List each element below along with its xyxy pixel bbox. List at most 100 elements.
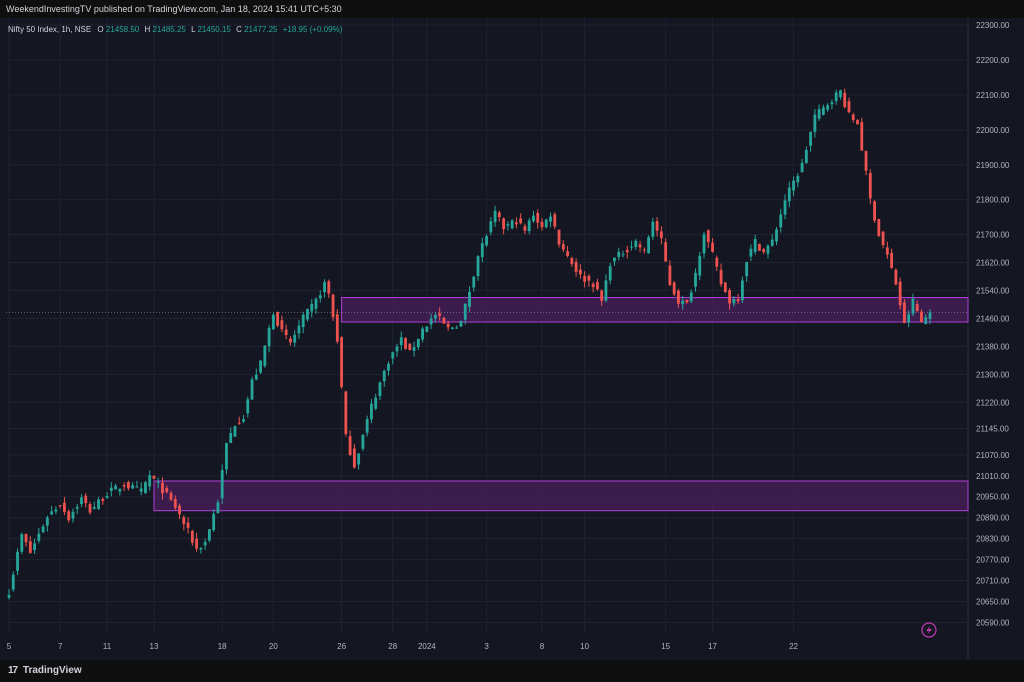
candle-body (659, 231, 663, 239)
candle-body (920, 311, 923, 322)
candle-body (647, 236, 650, 254)
candle-body (706, 230, 710, 243)
candle-body (694, 272, 697, 287)
candle-body (817, 109, 821, 119)
legend-open-label: O (97, 25, 103, 34)
candle-body (323, 281, 326, 293)
candle-body (254, 374, 258, 380)
candle-body (830, 102, 834, 105)
candle-body (873, 201, 876, 221)
candle-body (58, 505, 62, 507)
candle-body (242, 419, 245, 422)
chart-header: WeekendInvestingTV published on TradingV… (0, 0, 1024, 18)
candle-body (11, 574, 15, 590)
candle-body (109, 487, 113, 491)
x-tick-label: 3 (484, 642, 489, 651)
x-tick-label: 5 (7, 642, 12, 651)
candle-body (404, 338, 407, 349)
candle-body (642, 249, 646, 251)
candle-body (161, 482, 164, 494)
candle-body (195, 538, 199, 549)
lightning-icon[interactable] (921, 622, 937, 638)
legend-high: 21485.25 (152, 25, 186, 34)
candle-body (50, 511, 54, 515)
tradingview-brand: TradingView (22, 665, 82, 676)
candle-body (502, 218, 506, 230)
candle-body (156, 481, 160, 483)
candle-body (638, 244, 642, 248)
y-tick-label: 22200.00 (976, 56, 1010, 65)
legend-high-label: H (144, 25, 150, 34)
candle-body (237, 422, 241, 424)
tradingview-logo[interactable]: 17 TradingView (8, 660, 82, 682)
candle-body (476, 256, 480, 277)
candle-body (856, 120, 859, 125)
candle-body (203, 541, 207, 546)
candlestick-chart[interactable]: 22300.00 22200.00 22100.00 22000.00 21900.00… (0, 18, 1024, 660)
candle-body (839, 90, 842, 98)
candle-body (370, 403, 373, 420)
candle-body (361, 434, 365, 449)
candle-body (894, 269, 898, 285)
candle-body (229, 433, 233, 443)
candle-body (442, 317, 446, 324)
candle-body (284, 329, 288, 336)
candle-body (864, 151, 868, 171)
candle-body (493, 210, 497, 223)
candle-body (890, 252, 894, 268)
candle-body (391, 352, 395, 359)
candle-body (190, 530, 194, 543)
candle-body (549, 216, 552, 222)
candle-body (898, 281, 902, 306)
x-tick-label: 2024 (418, 642, 436, 651)
candle-body (101, 498, 105, 501)
legend: Nifty 50 Index, 1h, NSE O 21458.50 H 214… (8, 25, 343, 34)
candle-body (689, 292, 693, 302)
candle-body (715, 257, 719, 267)
x-tick-label: 11 (103, 642, 112, 651)
candle-body (318, 295, 322, 299)
candle-body (289, 338, 292, 343)
candle-body (182, 517, 186, 525)
candle-body (293, 334, 297, 343)
candle-body (433, 314, 437, 319)
y-tick-label: 21460.00 (976, 315, 1010, 324)
candle-body (395, 346, 399, 352)
candle-body (378, 382, 382, 397)
y-tick-label: 21700.00 (976, 231, 1010, 240)
candle-body (719, 269, 723, 285)
candle-body (357, 453, 361, 465)
candle-body (416, 338, 420, 348)
candle-body (625, 249, 629, 253)
candle-body (762, 249, 766, 252)
candle-body (7, 594, 11, 598)
candle-body (702, 234, 706, 254)
candle-body (335, 314, 339, 342)
candle-body (753, 239, 757, 252)
candle-body (847, 101, 851, 113)
candle-body (105, 495, 109, 498)
candle-body (271, 314, 275, 330)
candle-body (144, 482, 147, 493)
candle-body (63, 502, 66, 512)
chart-background (0, 18, 1024, 660)
candle-body (613, 257, 616, 262)
candle-body (331, 294, 335, 318)
candle-body (519, 218, 523, 224)
candle-body (152, 475, 156, 479)
x-tick-label: 15 (661, 642, 670, 651)
price-axis[interactable]: 22300.00 22200.00 22100.00 22000.00 21900.00… (976, 21, 1010, 628)
candle-body (574, 261, 578, 272)
candle-body (915, 304, 919, 312)
candle-body (425, 326, 429, 332)
candle-body (826, 105, 830, 110)
time-axis[interactable]: 5 7 11 13 18 20 26 28 2024 3 8 10 15 17 22 (7, 642, 799, 651)
published-line: WeekendInvestingTV published on TradingV… (6, 4, 342, 14)
y-tick-label: 22100.00 (976, 91, 1010, 100)
candle-body (553, 214, 557, 227)
candle-body (544, 219, 548, 228)
candle-body (178, 505, 181, 515)
candle-body (451, 327, 454, 330)
candle-body (809, 131, 813, 146)
candle-body (88, 504, 92, 513)
